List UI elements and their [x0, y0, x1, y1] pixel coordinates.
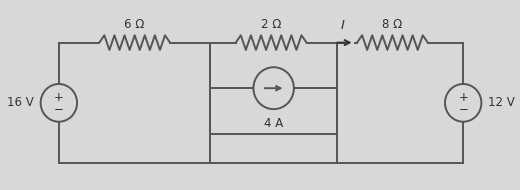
- Text: 16 V: 16 V: [7, 96, 34, 109]
- Text: −: −: [54, 103, 64, 116]
- Text: 6 Ω: 6 Ω: [124, 18, 145, 31]
- Text: 12 V: 12 V: [488, 96, 515, 109]
- Text: −: −: [458, 103, 468, 116]
- Text: 2 Ω: 2 Ω: [261, 18, 281, 31]
- Text: 8 Ω: 8 Ω: [382, 18, 402, 31]
- Text: I: I: [341, 19, 345, 32]
- Text: +: +: [54, 91, 64, 104]
- Text: +: +: [458, 91, 468, 104]
- Text: 4 A: 4 A: [264, 117, 283, 130]
